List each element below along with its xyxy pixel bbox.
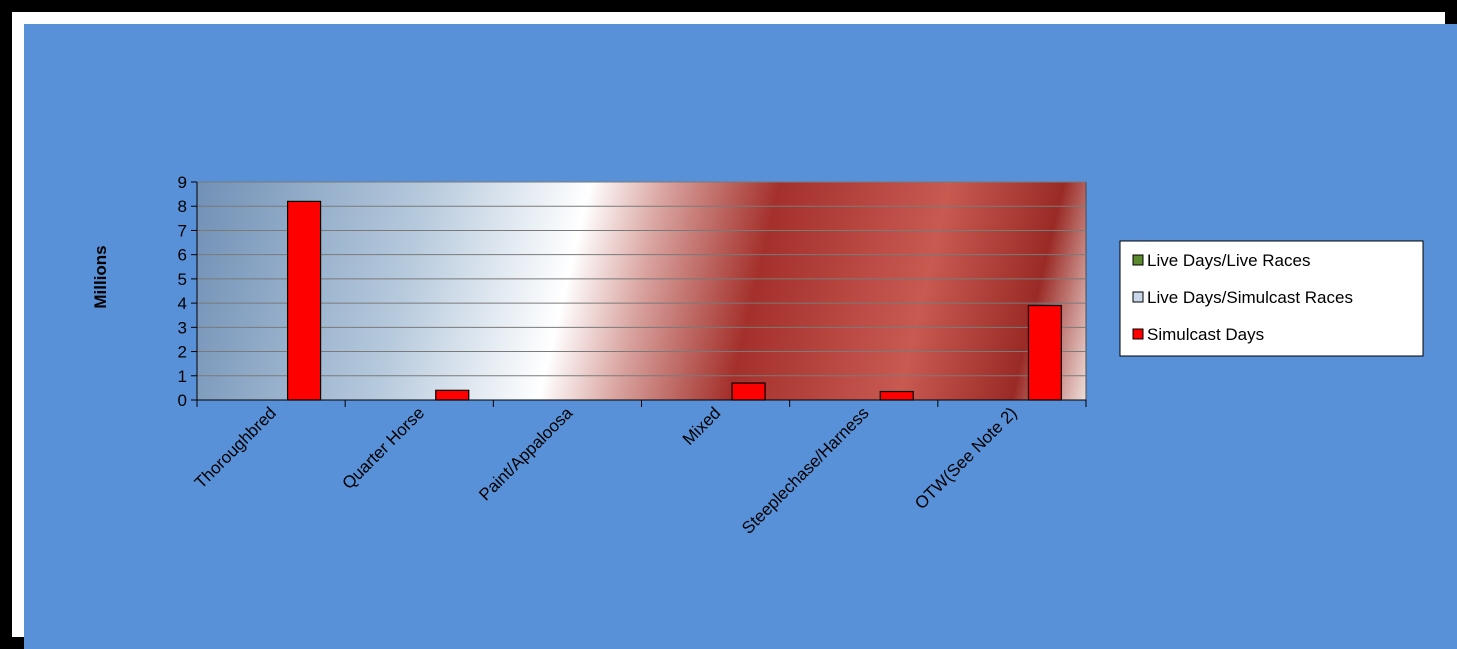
bar (1027, 304, 1063, 401)
legend-swatch (1132, 254, 1144, 266)
legend-swatch (1132, 291, 1144, 303)
legend-box (1119, 240, 1424, 357)
legend-label: Simulcast Days (1147, 325, 1264, 344)
y-tick-label: 7 (178, 221, 187, 240)
y-tick-label: 3 (178, 318, 187, 337)
y-tick-label: 0 (178, 391, 187, 410)
y-tick-label: 9 (178, 173, 187, 192)
y-tick-label: 2 (178, 343, 187, 362)
bar (879, 390, 914, 401)
y-tick-label: 4 (178, 294, 187, 313)
legend-swatch (1132, 328, 1144, 340)
legend: Live Days/Live Races Live Days/Simulcast … (1119, 240, 1424, 357)
y-tick-label: 5 (178, 270, 187, 289)
y-tick-label: 1 (178, 367, 187, 386)
bar (731, 382, 766, 401)
legend-label: Live Days/Live Races (1147, 251, 1310, 270)
y-tick-label: 6 (178, 246, 187, 265)
y-tick-label: 8 (178, 197, 187, 216)
bar (286, 200, 322, 401)
y-axis-title: Millions (91, 245, 110, 308)
bar (435, 389, 470, 401)
plot-area (196, 181, 1087, 401)
legend-label: Live Days/Simulcast Races (1147, 288, 1353, 307)
